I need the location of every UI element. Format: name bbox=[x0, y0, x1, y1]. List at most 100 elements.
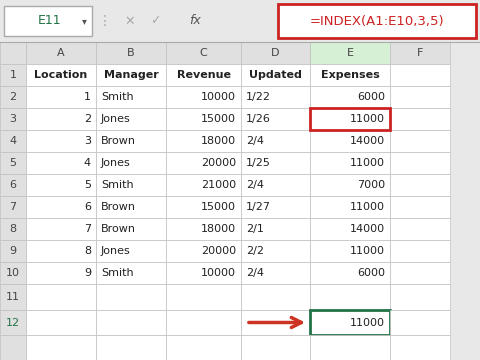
Bar bbox=[26, 152, 96, 174]
Bar bbox=[166, 64, 241, 86]
Bar bbox=[241, 218, 310, 240]
Text: 14000: 14000 bbox=[350, 136, 385, 146]
Text: C: C bbox=[200, 48, 207, 58]
Text: Manager: Manager bbox=[104, 70, 158, 80]
Bar bbox=[26, 64, 96, 86]
Text: 2/4: 2/4 bbox=[246, 268, 264, 278]
Text: 6000: 6000 bbox=[357, 268, 385, 278]
Bar bbox=[390, 196, 450, 218]
Text: fx: fx bbox=[189, 14, 201, 27]
Bar bbox=[96, 174, 166, 196]
Bar bbox=[96, 218, 166, 240]
Bar bbox=[0, 152, 26, 174]
Bar bbox=[4, 6, 92, 36]
Bar bbox=[241, 86, 310, 108]
Bar bbox=[26, 42, 96, 64]
Bar bbox=[166, 335, 241, 360]
Text: 11000: 11000 bbox=[350, 246, 385, 256]
Bar bbox=[0, 240, 26, 262]
Bar bbox=[26, 218, 96, 240]
Bar bbox=[0, 262, 26, 284]
Bar bbox=[166, 152, 241, 174]
Bar bbox=[96, 335, 166, 360]
Text: Brown: Brown bbox=[101, 136, 136, 146]
Bar bbox=[241, 262, 310, 284]
Bar bbox=[96, 284, 166, 310]
Bar bbox=[390, 130, 450, 152]
Bar bbox=[0, 218, 26, 240]
Bar bbox=[166, 130, 241, 152]
Text: 9: 9 bbox=[84, 268, 91, 278]
Bar bbox=[241, 130, 310, 152]
Bar bbox=[0, 335, 26, 360]
Text: Jones: Jones bbox=[101, 246, 131, 256]
Bar bbox=[26, 130, 96, 152]
Bar bbox=[166, 108, 241, 130]
Bar bbox=[96, 108, 166, 130]
Bar bbox=[166, 42, 241, 64]
Text: 6000: 6000 bbox=[357, 92, 385, 102]
Bar bbox=[26, 284, 96, 310]
Bar bbox=[96, 86, 166, 108]
Text: 1/26: 1/26 bbox=[246, 114, 271, 124]
Bar bbox=[241, 152, 310, 174]
Bar bbox=[278, 4, 476, 38]
Text: Expenses: Expenses bbox=[321, 70, 379, 80]
Bar bbox=[310, 196, 390, 218]
Bar bbox=[0, 174, 26, 196]
Bar bbox=[0, 310, 26, 335]
Text: ✕: ✕ bbox=[125, 14, 135, 27]
Text: 20000: 20000 bbox=[201, 158, 236, 168]
Text: 5: 5 bbox=[10, 158, 16, 168]
Text: 3: 3 bbox=[84, 136, 91, 146]
Text: Updated: Updated bbox=[249, 70, 302, 80]
Text: 1/27: 1/27 bbox=[246, 202, 271, 212]
Text: 12: 12 bbox=[6, 318, 20, 328]
Text: 1/22: 1/22 bbox=[246, 92, 271, 102]
Bar bbox=[26, 240, 96, 262]
Text: 1: 1 bbox=[84, 92, 91, 102]
Bar bbox=[310, 64, 390, 86]
Text: ✓: ✓ bbox=[150, 14, 160, 27]
Text: Smith: Smith bbox=[101, 92, 133, 102]
Bar bbox=[0, 86, 26, 108]
Bar bbox=[26, 310, 96, 335]
Bar bbox=[166, 218, 241, 240]
Bar bbox=[310, 86, 390, 108]
Text: 2: 2 bbox=[10, 92, 17, 102]
Bar bbox=[241, 174, 310, 196]
Bar bbox=[310, 240, 390, 262]
Text: 9: 9 bbox=[10, 246, 17, 256]
Bar bbox=[0, 42, 480, 360]
Text: 5: 5 bbox=[84, 180, 91, 190]
Bar bbox=[241, 240, 310, 262]
Text: 10: 10 bbox=[6, 268, 20, 278]
Bar bbox=[310, 335, 390, 360]
Bar bbox=[0, 64, 26, 86]
Text: 15000: 15000 bbox=[201, 114, 236, 124]
Bar bbox=[96, 310, 166, 335]
Bar bbox=[390, 86, 450, 108]
Text: 11000: 11000 bbox=[350, 158, 385, 168]
Bar bbox=[0, 196, 26, 218]
Text: 21000: 21000 bbox=[201, 180, 236, 190]
Text: Jones: Jones bbox=[101, 158, 131, 168]
Text: 20000: 20000 bbox=[201, 246, 236, 256]
Text: Revenue: Revenue bbox=[177, 70, 230, 80]
Text: 2/1: 2/1 bbox=[246, 224, 264, 234]
Bar bbox=[96, 42, 166, 64]
Text: 18000: 18000 bbox=[201, 136, 236, 146]
Text: 11000: 11000 bbox=[350, 202, 385, 212]
Text: ▾: ▾ bbox=[82, 16, 86, 26]
Text: E11: E11 bbox=[38, 14, 61, 27]
Text: 2: 2 bbox=[84, 114, 91, 124]
Text: 8: 8 bbox=[10, 224, 17, 234]
Text: 11: 11 bbox=[6, 292, 20, 302]
Text: 11000: 11000 bbox=[350, 318, 385, 328]
Text: Brown: Brown bbox=[101, 202, 136, 212]
Text: 3: 3 bbox=[10, 114, 16, 124]
Text: 8: 8 bbox=[84, 246, 91, 256]
Bar bbox=[310, 152, 390, 174]
Bar bbox=[26, 196, 96, 218]
Text: 6: 6 bbox=[10, 180, 16, 190]
